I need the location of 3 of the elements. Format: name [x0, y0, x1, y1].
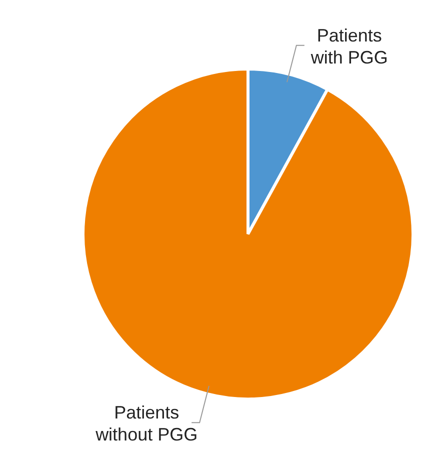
pie-slice: [82, 68, 414, 400]
slice-label: Patients with PGG: [310, 25, 388, 68]
slice-label: Patients without PGG: [94, 402, 198, 445]
